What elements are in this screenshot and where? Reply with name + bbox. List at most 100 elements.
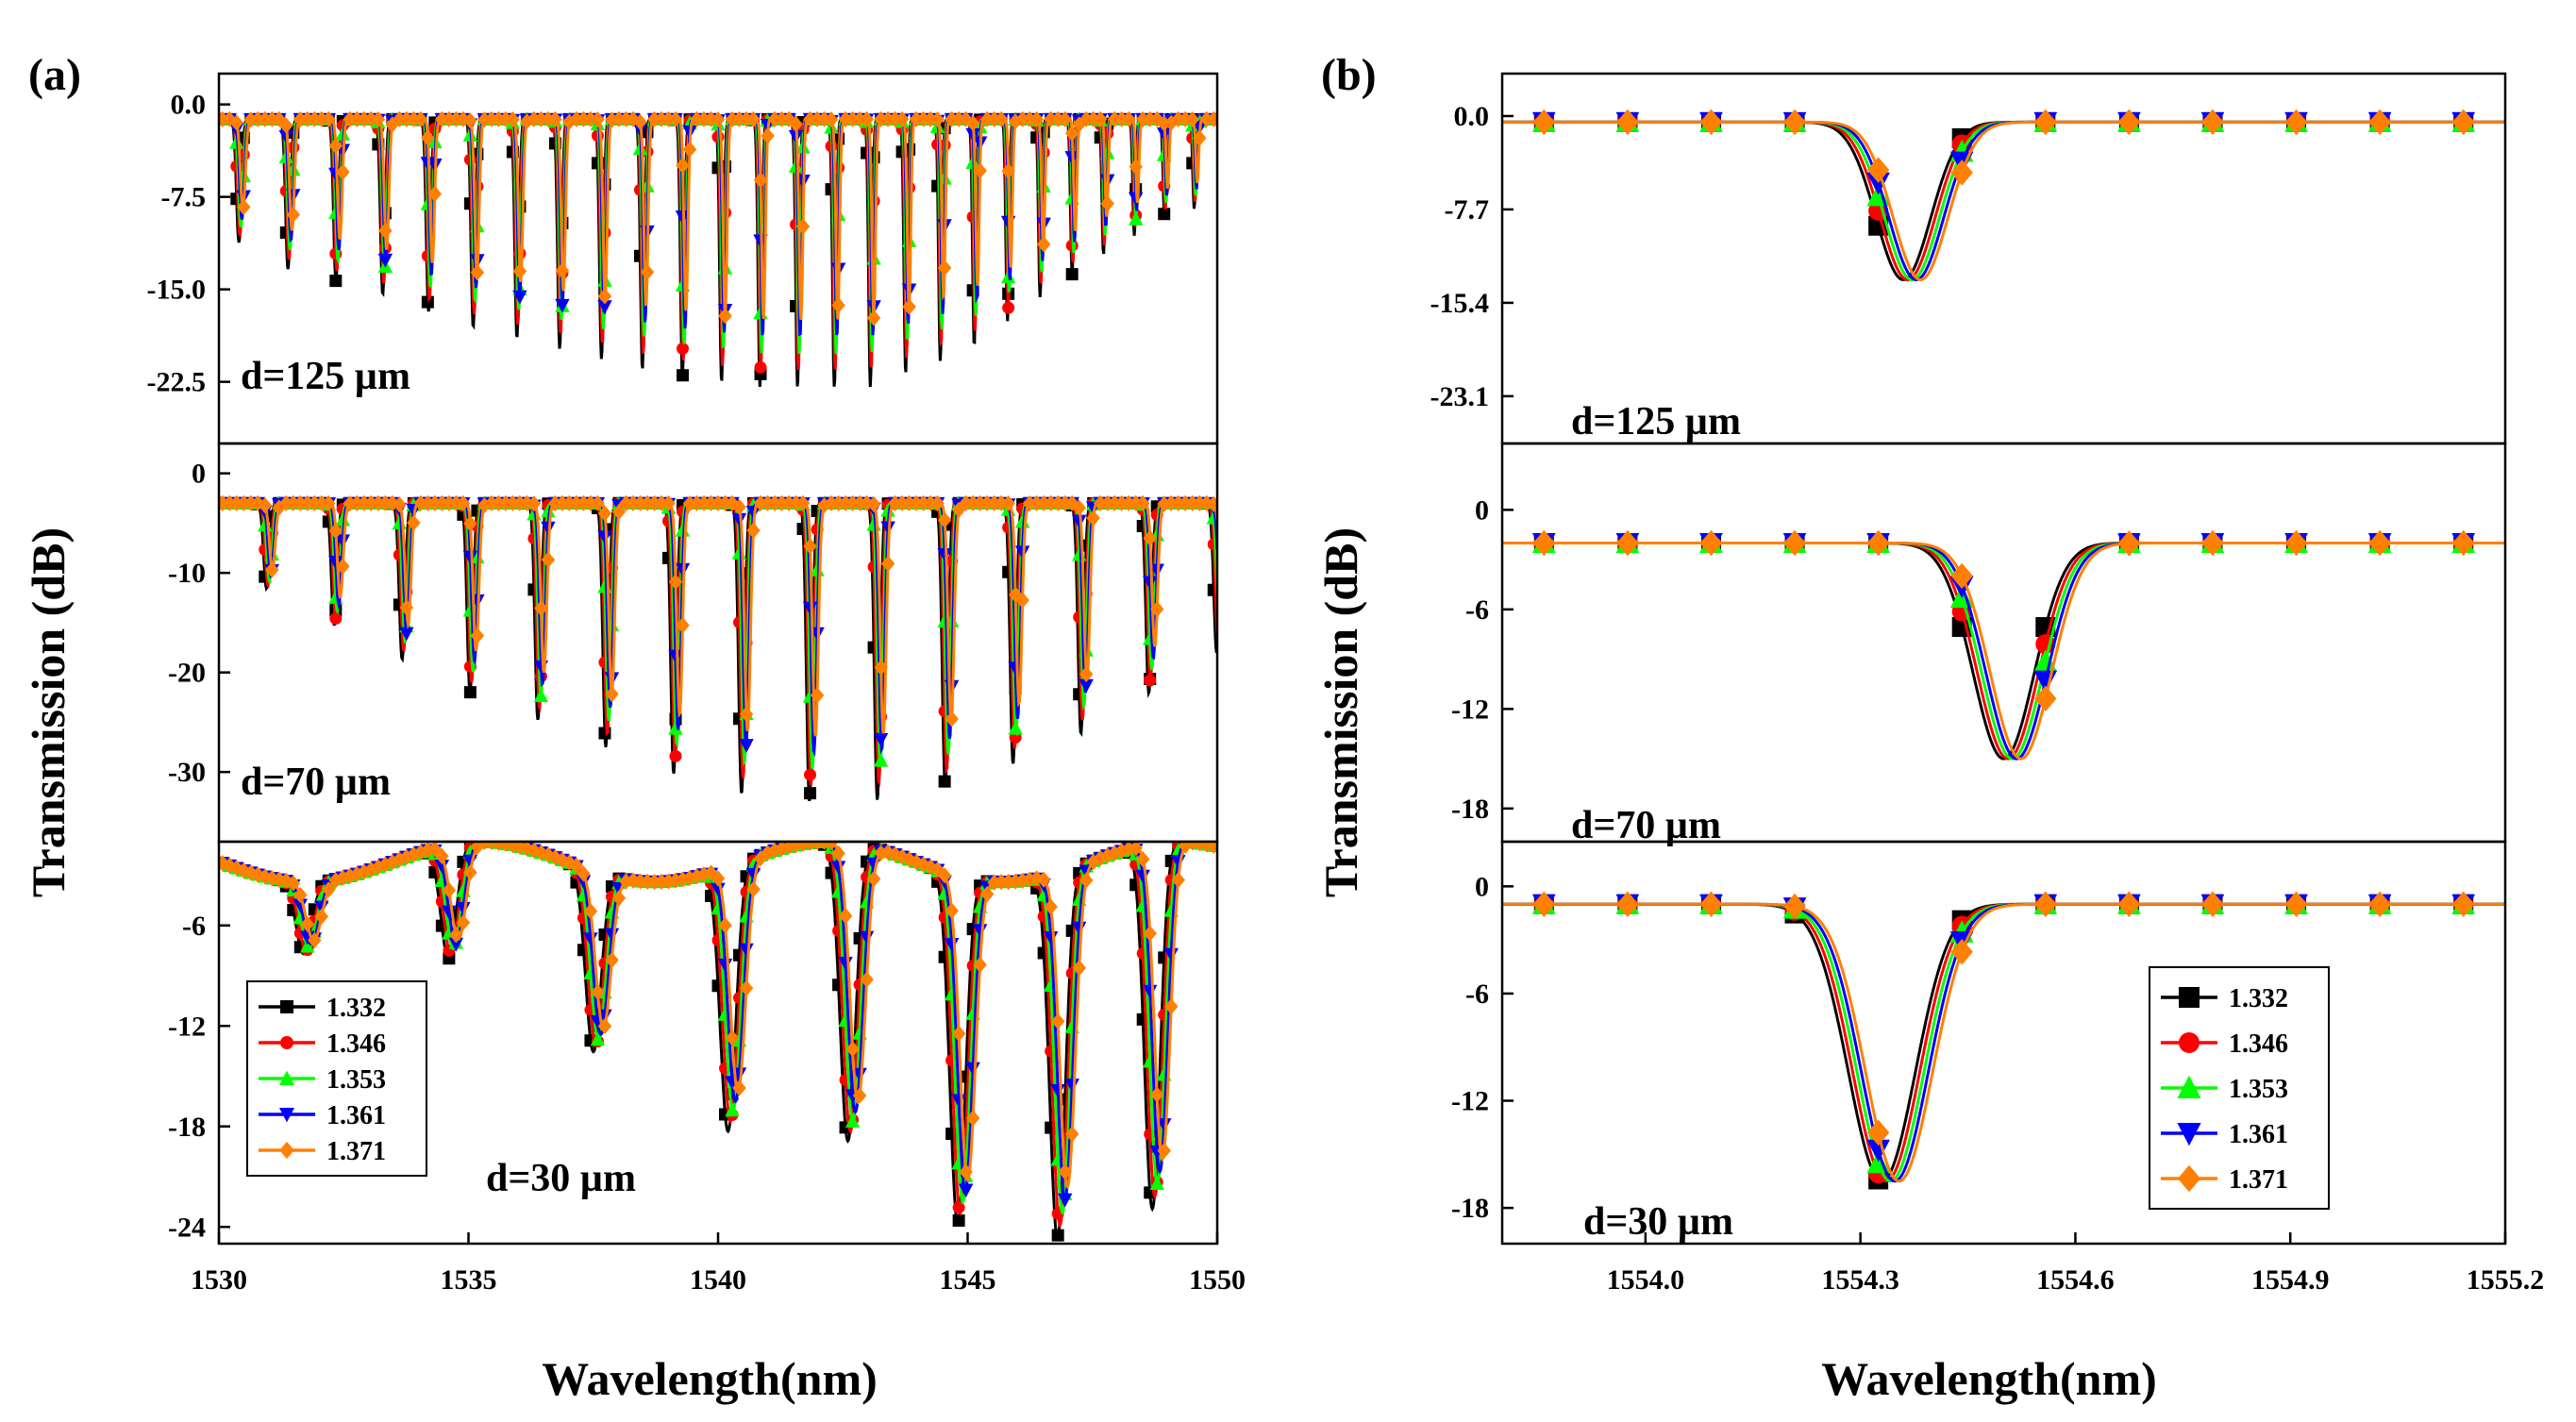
x-tick-label-b3: 1554.6 <box>2036 1264 2115 1296</box>
series-markers-b1-1.346 <box>1533 111 2474 221</box>
legend-marker-1.371 <box>279 1141 294 1160</box>
legend-label-1.346: 1.346 <box>326 1029 386 1059</box>
legend-marker-1.371 <box>2177 1164 2201 1193</box>
series-markers-b3-1.371 <box>1532 891 2475 1146</box>
legend-marker-1.361 <box>278 1108 295 1123</box>
y-tick-label-b2: -18 <box>1451 794 1489 825</box>
series-markers-b2-1.371 <box>1532 529 2475 712</box>
y-axis-label-b: Transmission (dB) <box>1314 527 1367 897</box>
y-tick-label-b1: 0.0 <box>1454 101 1490 132</box>
y-tick-label-a3: -12 <box>168 1011 206 1042</box>
y-tick-label-a1: 0.0 <box>171 90 207 121</box>
x-tick-label-a3: 1545 <box>940 1264 996 1296</box>
y-tick-label-b2: -6 <box>1465 594 1489 626</box>
y-tick-label-b2: -12 <box>1451 694 1489 725</box>
x-tick-label-b3: 1554.0 <box>1607 1264 1685 1296</box>
series-line-b3-1.353 <box>1502 902 2505 1183</box>
series-markers-b2-1.346 <box>1533 533 2474 654</box>
series-markers-a2-1.353 <box>219 495 1217 767</box>
series-markers-b2-1.361 <box>1531 533 2476 694</box>
panels-layer: 0.0 -7.5 -15.0 -22.5 d=125 µm 0 -10 -20 -30 d=70 … <box>147 72 2545 1296</box>
series-markers-b3-1.332 <box>1533 894 2474 1190</box>
legend-b3: 1.332 1.346 1.353 1.361 1.371 <box>2149 966 2330 1210</box>
legend-marker-1.346 <box>280 1036 293 1049</box>
y-tick-label-b2: 0 <box>1475 494 1489 526</box>
y-tick-label-a1: -22.5 <box>147 367 207 398</box>
y-tick-label-a3: -6 <box>182 911 206 942</box>
x-tick-label-a3: 1530 <box>191 1264 247 1296</box>
thickness-annotation-a2: d=70 µm <box>241 761 391 804</box>
legend-label-1.353: 1.353 <box>326 1065 386 1095</box>
series-markers-b3-1.346 <box>1533 894 2474 1184</box>
subplot-a3: -6 -12 -18 -24 1530 1535 1540 1545 1550 d=30 µm 1.… <box>168 840 1246 1296</box>
y-tick-label-b1: -15.4 <box>1430 288 1490 319</box>
series-line-b1-1.353 <box>1502 120 2505 281</box>
series-line-b3-1.371 <box>1502 902 2505 1183</box>
thickness-annotation-a3: d=30 µm <box>486 1157 636 1200</box>
y-tick-label-a2: 0 <box>192 459 206 490</box>
series-markers-a2-1.361 <box>219 496 1217 753</box>
series-line-a2-1.371 <box>219 501 1217 737</box>
panel-a-label: (a) <box>28 50 81 100</box>
series-markers-a2-1.371 <box>219 494 1217 728</box>
y-tick-label-a3: -24 <box>168 1212 206 1243</box>
legend-marker-1.346 <box>2179 1032 2200 1053</box>
y-tick-label-a1: -7.5 <box>161 182 207 213</box>
series-markers-a3-1.371 <box>219 842 1217 1180</box>
thickness-annotation-b2: d=70 µm <box>1571 804 1721 847</box>
x-tick-label-b3: 1554.3 <box>1821 1264 1899 1296</box>
legend-marker-1.353 <box>2177 1075 2201 1098</box>
x-axis-label-a: Wavelength(nm) <box>542 1352 878 1405</box>
legend-label-1.371: 1.371 <box>326 1137 386 1166</box>
series-line-b1-1.371 <box>1502 120 2505 281</box>
legend-label-1.361: 1.361 <box>326 1101 386 1130</box>
thickness-annotation-b3: d=30 µm <box>1583 1200 1733 1244</box>
series-markers-a2-1.332 <box>219 496 1217 800</box>
y-tick-label-b1: -23.1 <box>1430 381 1490 412</box>
y-tick-label-b3: -12 <box>1451 1086 1489 1117</box>
x-tick-label-b3: 1555.2 <box>2467 1264 2545 1296</box>
panel-b-label: (b) <box>1321 50 1377 100</box>
series-line-b3-1.346 <box>1502 902 2505 1183</box>
y-tick-label-a1: -15.0 <box>147 275 207 306</box>
x-tick-label-a3: 1550 <box>1189 1264 1246 1296</box>
legend-label-1.361: 1.361 <box>2229 1120 2288 1149</box>
series-markers-b2-1.332 <box>1533 533 2474 637</box>
series-line-a2-1.353 <box>219 501 1217 769</box>
series-line-b3-1.332 <box>1502 902 2505 1183</box>
subplot-a2: 0 -10 -20 -30 d=70 µm <box>168 442 1219 844</box>
legend-marker-1.361 <box>2177 1123 2201 1146</box>
series-line-b2-1.371 <box>1502 542 2505 761</box>
x-axis-label-b: Wavelength(nm) <box>1821 1352 2157 1405</box>
series-line-a2-1.361 <box>219 501 1217 758</box>
x-tick-label-a3: 1535 <box>441 1264 497 1296</box>
series-line-a2-1.332 <box>219 501 1217 802</box>
y-axis-label-a: Transmission (dB) <box>22 527 75 897</box>
legend-label-1.353: 1.353 <box>2229 1075 2288 1104</box>
series-line-b3-1.361 <box>1502 902 2505 1183</box>
series-line-b1-1.361 <box>1502 120 2505 281</box>
series-markers-b1-1.371 <box>1532 109 2475 186</box>
series-markers-b2-1.353 <box>1531 530 2476 673</box>
y-tick-label-b3: 0 <box>1475 871 1489 902</box>
legend-label-1.332: 1.332 <box>326 994 386 1023</box>
x-tick-label-b3: 1554.9 <box>2251 1264 2330 1296</box>
x-tick-label-a3: 1540 <box>690 1264 746 1296</box>
y-tick-label-a2: -20 <box>168 658 206 689</box>
legend-marker-1.332 <box>280 1000 293 1013</box>
legend-label-1.371: 1.371 <box>2229 1165 2288 1195</box>
series-line-b1-1.346 <box>1502 120 2505 281</box>
subplot-a1: 0.0 -7.5 -15.0 -22.5 d=125 µm <box>147 72 1219 445</box>
series-markers-a1-1.371 <box>219 110 1217 326</box>
y-tick-label-b3: -18 <box>1451 1193 1489 1224</box>
subplot-b3: 0 -6 -12 -18 1554.0 1554.3 1554.6 1554.9 1555.2 d… <box>1451 840 2545 1296</box>
y-tick-label-a2: -10 <box>168 558 206 589</box>
legend-marker-1.353 <box>278 1070 295 1085</box>
plot-frame-b1 <box>1500 72 2507 445</box>
series-markers-a2-1.346 <box>219 496 1217 781</box>
y-tick-label-a2: -30 <box>168 757 206 788</box>
legend-label-1.346: 1.346 <box>2229 1029 2288 1059</box>
y-tick-label-b3: -6 <box>1465 979 1489 1010</box>
series-markers-b3-1.353 <box>1531 892 2476 1174</box>
